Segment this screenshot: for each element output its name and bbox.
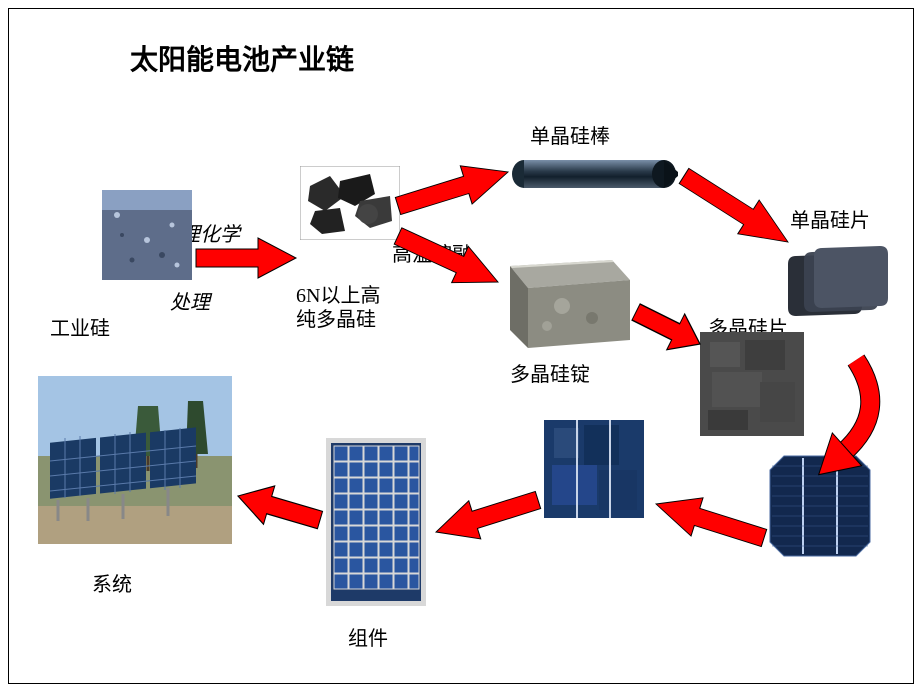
arrow-isi-to-poly — [196, 238, 296, 278]
arrow-poly-to-ingot — [390, 218, 507, 300]
arrows-layer — [0, 0, 920, 690]
arrow-module-to-system — [232, 477, 325, 539]
arrow-cell-to-cellblue — [650, 485, 770, 557]
arrow-rod-to-mono-wafer — [673, 159, 798, 259]
arrow-poly-to-rod — [392, 153, 514, 225]
arrow-wafers-to-cell — [844, 360, 870, 452]
arrow-cellblue-to-module — [430, 481, 544, 551]
arrow-ingot-to-poly-wafer — [627, 294, 709, 362]
